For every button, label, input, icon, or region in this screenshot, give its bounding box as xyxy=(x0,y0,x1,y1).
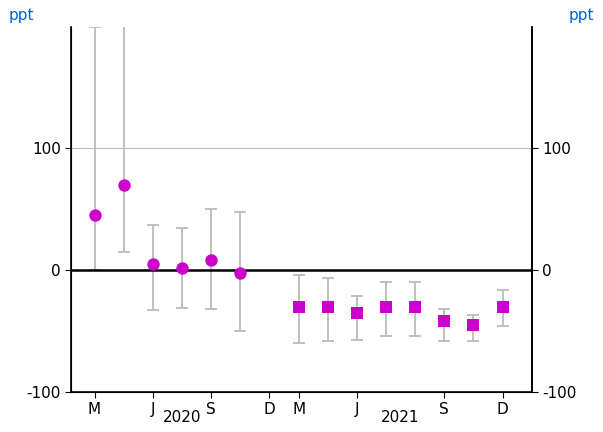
Point xyxy=(177,264,187,271)
Point xyxy=(294,303,303,310)
Text: 2020: 2020 xyxy=(163,410,201,425)
Point xyxy=(352,309,362,316)
Point xyxy=(148,260,157,267)
Point xyxy=(440,318,449,325)
Point xyxy=(498,303,508,310)
Point xyxy=(469,321,478,328)
Text: 2021: 2021 xyxy=(381,410,420,425)
Text: ppt: ppt xyxy=(569,8,594,23)
Point xyxy=(90,212,99,219)
Point xyxy=(235,269,245,276)
Point xyxy=(206,257,216,264)
Point xyxy=(411,303,420,310)
Point xyxy=(381,303,391,310)
Text: ppt: ppt xyxy=(9,8,34,23)
Point xyxy=(323,303,333,310)
Point xyxy=(119,181,128,188)
